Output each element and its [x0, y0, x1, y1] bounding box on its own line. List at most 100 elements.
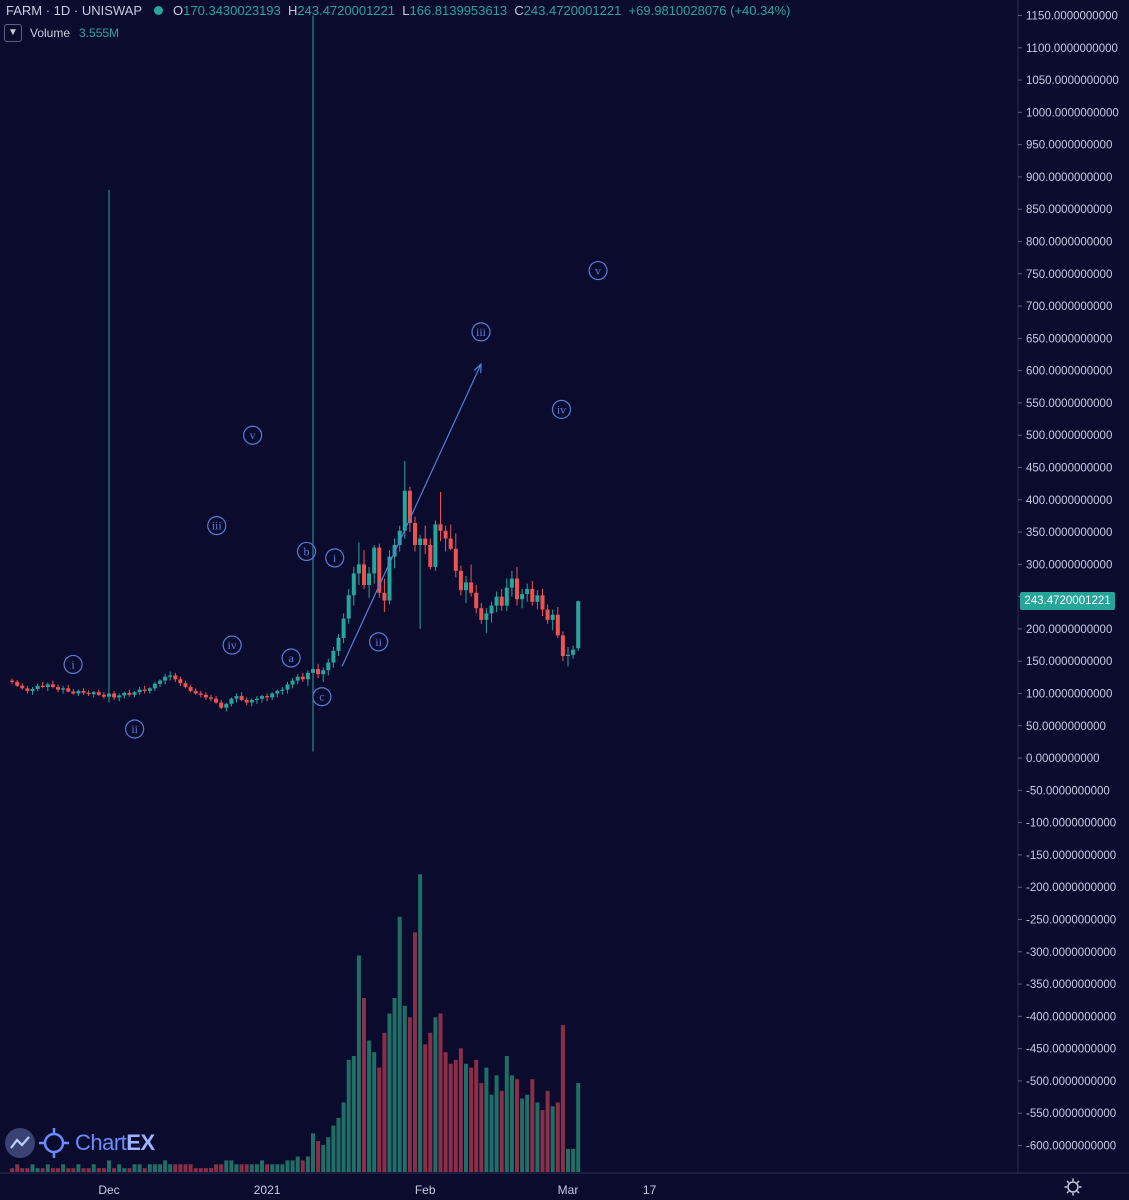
y-tick-label: 700.0000000000 [1026, 301, 1112, 313]
high-key: H [288, 3, 298, 18]
candle-body [203, 694, 208, 698]
candle-body [311, 668, 315, 673]
volume-bar [479, 1083, 484, 1172]
wave-label-circle [312, 687, 332, 707]
candle-body [10, 680, 15, 682]
y-tick-label: -100.0000000000 [1026, 818, 1116, 830]
volume-bar [515, 1079, 519, 1172]
candle-body [351, 573, 356, 596]
volume-bar [566, 1148, 570, 1172]
chartex-logo-text: ChartEX [75, 1130, 155, 1156]
volume-bar [423, 1044, 428, 1172]
volume-bar [270, 1164, 275, 1172]
candle-body [356, 564, 361, 574]
candle-body [418, 538, 423, 545]
candle-body [61, 688, 66, 690]
candle-body [142, 689, 147, 691]
volume-bar [311, 1133, 315, 1172]
volume-bar [316, 1141, 321, 1172]
candle-body [576, 601, 581, 649]
volume-bar [127, 1168, 132, 1172]
volume-bar [382, 1032, 387, 1172]
candle-body [249, 699, 254, 703]
volume-bar [413, 932, 417, 1172]
chartex-logo: ChartEX [5, 1126, 155, 1160]
volume-bar [321, 1144, 326, 1172]
y-tick-label: 200.0000000000 [1026, 624, 1112, 636]
candle-body [127, 692, 132, 695]
candle-body [438, 524, 443, 531]
candle-body [265, 696, 270, 698]
volume-bar [96, 1168, 101, 1172]
candle-body [86, 692, 91, 695]
volume-bar [545, 1090, 550, 1172]
y-tick-label: 500.0000000000 [1026, 430, 1112, 442]
volume-bar [40, 1168, 45, 1172]
candle-body [367, 573, 372, 586]
y-tick-label: 150.0000000000 [1026, 656, 1112, 668]
volume-bar [290, 1160, 295, 1172]
volume-bar [362, 998, 366, 1172]
volume-bar [229, 1160, 234, 1172]
volume-bar [61, 1164, 66, 1172]
settings-gear-icon[interactable] [1064, 1178, 1082, 1196]
candle-body [362, 564, 366, 586]
candle-body [163, 676, 168, 681]
volume-bar [336, 1117, 341, 1172]
wave-label-text: ii [375, 635, 382, 649]
logo-text-ex: EX [126, 1130, 155, 1155]
x-tick-label: Mar [558, 1183, 579, 1197]
candle-body [443, 530, 448, 539]
volume-bar [377, 1067, 382, 1172]
volume-bar [484, 1067, 489, 1172]
candle-body [158, 680, 162, 684]
x-tick-label: 17 [643, 1183, 657, 1197]
volume-bar [260, 1160, 264, 1172]
y-tick-label: 450.0000000000 [1026, 463, 1112, 475]
volume-bar [25, 1168, 30, 1172]
volume-bar [56, 1168, 60, 1172]
volume-bar [203, 1168, 208, 1172]
wave-label-text: i [71, 657, 75, 671]
volume-bar [249, 1164, 254, 1172]
candle-body [489, 605, 494, 614]
volume-bar [576, 1083, 581, 1172]
candle-body [214, 698, 219, 703]
candle-body [25, 688, 30, 691]
candle-body [469, 582, 474, 593]
wave-label-text: c [319, 690, 324, 704]
candle-body [458, 570, 463, 591]
volume-bar [209, 1168, 213, 1172]
candle-body [234, 696, 239, 699]
low-key: L [402, 3, 410, 18]
symbol-label[interactable]: FARM · 1D · UNISWAP [6, 3, 143, 18]
chevron-down-icon[interactable]: ▼ [4, 24, 22, 42]
volume-bar [45, 1164, 50, 1172]
candle-body [377, 547, 382, 593]
candle-body [254, 698, 259, 700]
volume-bar [555, 1102, 560, 1172]
candle-body [423, 538, 428, 545]
candle-body [530, 588, 535, 602]
volume-bar [224, 1160, 229, 1172]
volume-bar [397, 916, 402, 1172]
volume-bar [387, 1013, 392, 1172]
candle-body [571, 649, 576, 655]
candle-body [494, 596, 499, 606]
y-tick-label: -150.0000000000 [1026, 850, 1116, 862]
volume-bar [239, 1164, 244, 1172]
volume-bar [550, 1106, 555, 1172]
y-tick-label: 300.0000000000 [1026, 559, 1112, 571]
candle-body [112, 693, 117, 698]
candle-body [219, 702, 224, 708]
volume-bar [107, 1160, 111, 1172]
wave-label-circle [325, 548, 345, 568]
volume-bar [214, 1164, 219, 1172]
volume-bar [30, 1164, 35, 1172]
target-icon [39, 1128, 69, 1158]
change-value: +69.9810028076 (+40.34%) [628, 3, 791, 18]
wave-label-circle [125, 719, 145, 739]
candle-body [550, 614, 555, 620]
